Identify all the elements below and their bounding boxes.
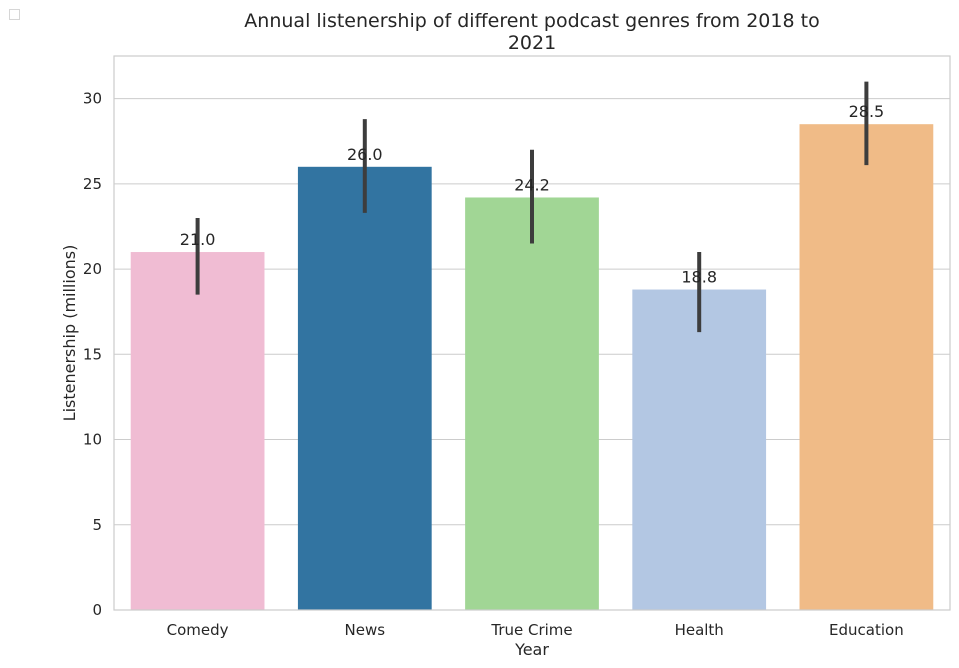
x-tick-label: True Crime: [490, 621, 572, 639]
bar: [130, 252, 265, 610]
error-bars: [195, 81, 869, 333]
y-tick-label: 25: [83, 175, 102, 193]
y-tick-label: 10: [83, 431, 102, 449]
empty-legend-box: [9, 9, 20, 20]
plot-border: [113, 55, 951, 611]
chart-title-line-1: Annual listenership of different podcast…: [244, 10, 819, 32]
bar: [799, 124, 934, 610]
data-label: 24.2: [514, 175, 550, 194]
data-labels: 21.0 26.0 24.2 18.8 28.5: [180, 102, 884, 286]
x-tick-label: Comedy: [167, 621, 229, 639]
x-axis-title: Year: [514, 640, 549, 659]
data-label: 28.5: [849, 102, 885, 121]
y-axis-title: Listenership (millions): [60, 245, 79, 422]
y-tick-label: 20: [83, 260, 102, 278]
bars: [130, 124, 934, 611]
data-label: 21.0: [180, 230, 216, 249]
x-tick-label: News: [345, 621, 386, 639]
x-tick-label: Health: [675, 621, 724, 639]
tick-labels: 0 5 10 15 20 25 30 Comedy News True Crime Health Ed…: [83, 90, 904, 639]
y-tick-label: 0: [92, 601, 102, 619]
x-tick-label: Education: [829, 621, 904, 639]
bar: [632, 289, 767, 610]
y-tick-label: 15: [83, 345, 102, 363]
data-label: 18.8: [681, 268, 717, 287]
y-tick-label: 30: [83, 90, 102, 108]
plot-frame: [113, 55, 951, 611]
chart-title-line-2: 2021: [508, 32, 556, 54]
data-label: 26.0: [347, 145, 383, 164]
y-tick-label: 5: [92, 516, 102, 534]
bar: [297, 166, 432, 611]
bar: [465, 197, 599, 610]
